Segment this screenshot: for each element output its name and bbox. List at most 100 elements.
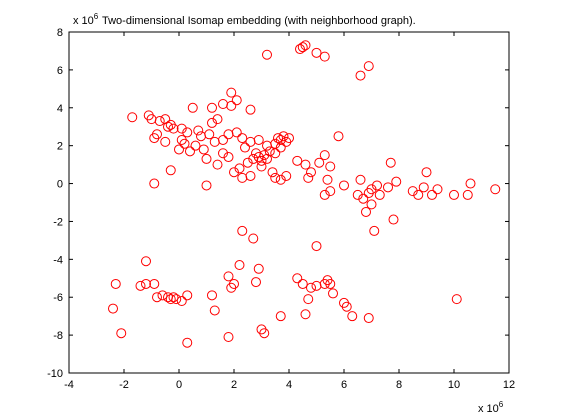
scatter-point: [223, 332, 234, 343]
scatter-point: [149, 178, 160, 189]
scatter-point: [248, 153, 259, 164]
scatter-point: [297, 42, 308, 53]
scatter-point: [449, 189, 459, 200]
scatter-point: [212, 159, 223, 170]
x-tick-label: 12: [503, 379, 515, 391]
scatter-point: [341, 301, 352, 312]
scatter-point: [369, 225, 380, 236]
scatter-point: [231, 127, 242, 138]
scatter-point: [297, 278, 308, 289]
x-tick-label: 6: [341, 379, 347, 391]
scatter-point: [352, 189, 363, 200]
scatter-point: [303, 294, 314, 305]
y-tick-label: 2: [57, 141, 63, 153]
scatter-point: [347, 311, 358, 322]
scatter-point: [185, 146, 195, 157]
scatter-point: [245, 104, 256, 115]
scatter-point: [372, 180, 382, 191]
scatter-point: [198, 144, 209, 155]
scatter-point: [300, 159, 311, 170]
scatter-point: [385, 157, 396, 168]
scatter-point: [333, 131, 344, 142]
scatter-point: [273, 133, 283, 144]
scatter-point: [163, 121, 173, 132]
scatter-point: [165, 294, 176, 305]
y-tick-label: -2: [53, 216, 63, 228]
scatter-point: [490, 184, 501, 195]
scatter-point: [374, 189, 385, 200]
scatter-point: [226, 282, 237, 293]
scatter-point: [262, 49, 272, 60]
y-tick-label: 6: [57, 65, 63, 77]
scatter-point: [182, 127, 193, 138]
x-tick-label: 0: [176, 379, 182, 391]
scatter-point: [366, 199, 377, 210]
scatter-point: [209, 136, 220, 147]
scatter-point: [176, 123, 187, 134]
scatter-point: [361, 206, 371, 217]
scatter-point: [116, 328, 127, 339]
scatter-point: [187, 102, 198, 113]
scatter-point: [212, 114, 223, 125]
scatter-point: [325, 278, 336, 289]
scatter-point: [256, 161, 267, 172]
y-tick-label: -10: [47, 368, 63, 380]
scatter-point: [108, 303, 118, 314]
x-tick-label: -4: [64, 379, 74, 391]
scatter-point: [407, 186, 418, 197]
scatter-point: [141, 278, 151, 289]
scatter-point: [292, 155, 303, 166]
scatter-point: [300, 40, 311, 51]
scatter-point: [174, 144, 184, 155]
scatter-point: [251, 277, 261, 288]
scatter-point: [226, 100, 237, 111]
scatter-point: [179, 138, 190, 149]
scatter-point: [319, 51, 330, 62]
scatter-point: [319, 189, 330, 200]
y-tick-label: 4: [57, 103, 63, 115]
chart-title: Two-dimensional Isomap embedding (with n…: [102, 15, 416, 27]
scatter-point: [319, 150, 330, 161]
scatter-point: [427, 189, 437, 200]
scatter-point: [245, 136, 256, 147]
x-tick-label: 4: [286, 379, 292, 391]
scatter-point: [355, 174, 366, 185]
scatter-point: [248, 233, 259, 244]
scatter-point: [190, 140, 201, 151]
scatter-point: [275, 174, 286, 185]
scatter-point: [149, 133, 160, 144]
scatter-point: [201, 180, 212, 191]
scatter-point: [251, 148, 261, 159]
scatter-point: [418, 182, 429, 193]
scatter-point: [165, 165, 176, 176]
x-tick-label: 8: [396, 379, 402, 391]
scatter-point: [237, 172, 248, 183]
scatter-point: [223, 129, 234, 140]
scatter-point: [311, 280, 322, 291]
scatter-point: [218, 134, 228, 145]
scatter-point: [270, 148, 281, 159]
scatter-point: [207, 102, 217, 113]
scatter-point: [207, 290, 217, 301]
scatter-point: [223, 152, 234, 163]
scatter-point: [358, 193, 369, 204]
x-axis-multiplier: x 106: [478, 400, 504, 415]
scatter-point: [207, 117, 217, 128]
scatter-point: [127, 112, 138, 123]
scatter-point: [253, 134, 264, 145]
y-tick-label: -8: [53, 330, 63, 342]
scatter-point: [314, 157, 325, 168]
scatter-point: [262, 140, 272, 151]
scatter-point: [270, 172, 281, 183]
scatter-point: [171, 294, 182, 305]
scatter-point: [160, 136, 171, 147]
y-tick-label: 0: [57, 179, 63, 191]
title-multiplier: x 106: [73, 12, 99, 27]
scatter-point: [168, 292, 179, 303]
scatter-point: [275, 142, 286, 153]
scatter-point: [182, 337, 193, 348]
scatter-point: [462, 189, 473, 200]
scatter-point: [201, 153, 212, 164]
scatter-point: [383, 182, 393, 193]
